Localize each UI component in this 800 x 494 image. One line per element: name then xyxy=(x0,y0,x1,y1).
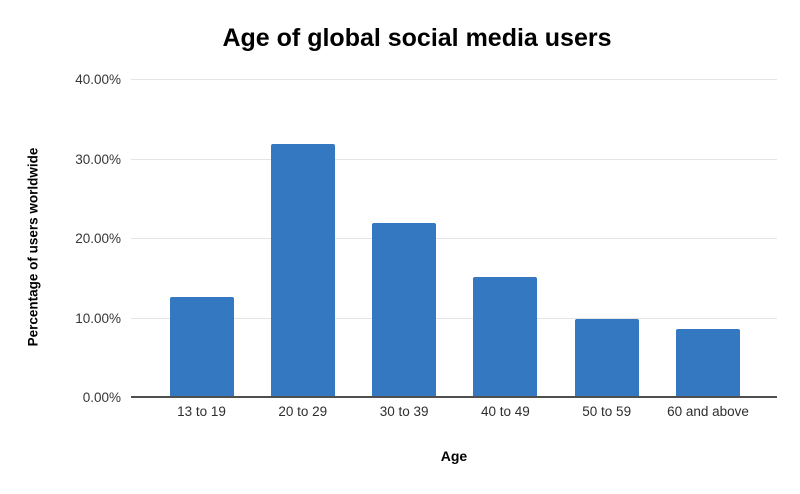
gridline xyxy=(131,318,777,319)
y-tick-label: 40.00% xyxy=(75,72,121,87)
gridline xyxy=(131,159,777,160)
y-tick-label: 20.00% xyxy=(75,231,121,246)
bar-13-to-19 xyxy=(169,296,234,396)
gridline xyxy=(131,238,777,239)
bar-20-to-29 xyxy=(270,143,335,396)
x-tick-label: 30 to 39 xyxy=(379,404,429,419)
x-tick-label: 13 to 19 xyxy=(177,404,226,419)
y-tick-label: 10.00% xyxy=(75,310,121,326)
bar-40-to-49 xyxy=(473,276,538,396)
x-tick-label: 50 to 59 xyxy=(582,404,632,419)
x-tick-label: 20 to 29 xyxy=(278,404,328,419)
chart-title: Age of global social media users xyxy=(222,24,612,52)
y-tick-label: 0.00% xyxy=(82,390,121,405)
y-tick-label: 30.00% xyxy=(75,151,121,167)
x-axis-title: Age xyxy=(440,448,468,464)
bar-60-and-above xyxy=(676,329,740,396)
x-tick-label: 60 and above xyxy=(667,404,749,419)
plot-area xyxy=(131,79,777,398)
gridline xyxy=(131,79,777,80)
bar-50-to-59 xyxy=(574,318,639,396)
x-axis-baseline xyxy=(131,396,777,398)
bar-30-to-39 xyxy=(372,222,437,396)
x-tick-label: 40 to 49 xyxy=(480,404,530,419)
